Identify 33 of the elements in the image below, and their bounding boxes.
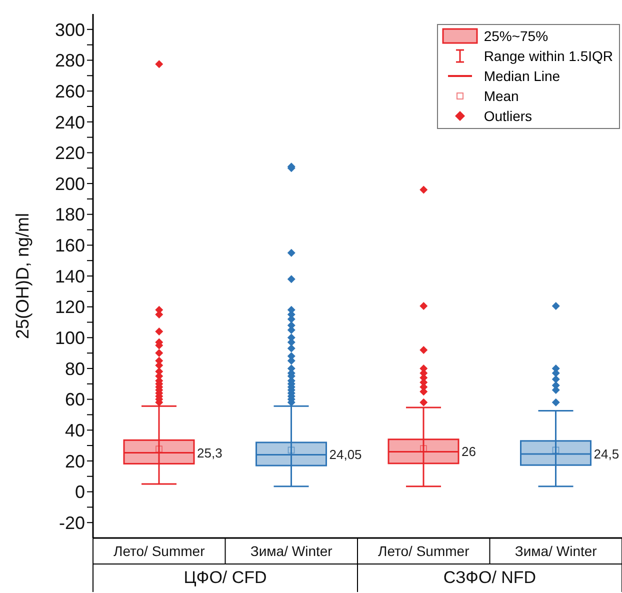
x-tick-label: Лето/ Summer (378, 542, 470, 559)
annotation: Range within 1.5IQR (484, 48, 613, 64)
y-tick-label: 280 (54, 50, 85, 71)
y-tick-label: 240 (54, 112, 85, 132)
text: 24,5 (594, 446, 620, 462)
x-tick-label: Зима/ Winter (514, 542, 598, 559)
text: СЗФО/ NFD (443, 568, 536, 587)
y-tick-label: 80 (64, 358, 85, 379)
y-tick-label: 20 (64, 451, 85, 472)
y-tick-label: 120 (54, 297, 85, 318)
y-tick-label: 180 (54, 204, 85, 225)
annotation: Median Line (484, 68, 560, 84)
annotation: 25%~75% (484, 28, 548, 44)
y-tick-label: 60 (64, 390, 85, 410)
y-tick-label: 140 (54, 266, 85, 286)
y-tick-label: 200 (54, 174, 85, 194)
y-tick-label: 160 (54, 236, 85, 256)
x-tick-label: Зима/ Winter (250, 542, 333, 559)
y-axis-title: 25(OH)D, ng/ml (12, 212, 32, 340)
x-tick-label: Лето/ Summer (114, 542, 206, 559)
text: 24,05 (329, 447, 362, 462)
y-tick-label: 220 (54, 143, 85, 164)
y-tick-label: 40 (64, 420, 85, 441)
text: 26 (462, 444, 476, 460)
annotation: Mean (484, 88, 519, 104)
annotation: Outliers (484, 108, 532, 124)
y-tick-label: -20 (58, 512, 85, 533)
y-tick-label: 0 (74, 482, 85, 502)
text: 25,3 (197, 445, 222, 460)
y-tick-label: 260 (54, 81, 85, 102)
y-tick-label: 300 (54, 20, 85, 40)
y-tick-label: 100 (54, 328, 85, 348)
text: ЦФО/ CFD (184, 568, 267, 587)
